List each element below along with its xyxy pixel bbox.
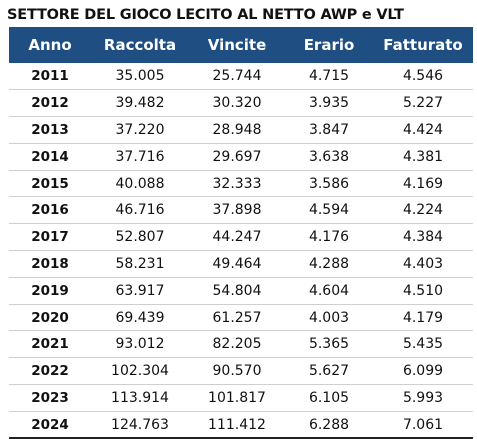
table-row: 2015 40.088 32.333 3.586 4.169 bbox=[9, 170, 473, 198]
erario-cell: 3.586 bbox=[285, 170, 373, 198]
raccolta-cell: 52.807 bbox=[91, 223, 189, 252]
column-header-fatturato: Fatturato bbox=[383, 36, 463, 54]
raccolta-cell: 40.088 bbox=[91, 170, 189, 198]
table-row: 2022 102.304 90.570 5.627 6.099 bbox=[9, 357, 473, 386]
year-cell: 2012 bbox=[9, 89, 91, 118]
erario-cell: 4.288 bbox=[285, 250, 373, 278]
year-cell: 2015 bbox=[9, 170, 91, 198]
raccolta-cell: 69.439 bbox=[91, 304, 189, 332]
vincite-cell: 49.464 bbox=[189, 250, 285, 278]
table-row: 2013 37.220 28.948 3.847 4.424 bbox=[9, 116, 473, 144]
table-row: 2019 63.917 54.804 4.604 4.510 bbox=[9, 277, 473, 305]
vincite-cell: 101.817 bbox=[189, 384, 285, 412]
vincite-cell: 61.257 bbox=[189, 304, 285, 332]
erario-cell: 6.105 bbox=[285, 384, 373, 412]
erario-cell: 4.715 bbox=[285, 63, 373, 91]
erario-cell: 3.638 bbox=[285, 143, 373, 171]
raccolta-cell: 39.482 bbox=[91, 89, 189, 118]
table-row: 2017 52.807 44.247 4.176 4.384 bbox=[9, 223, 473, 252]
raccolta-cell: 93.012 bbox=[91, 330, 189, 359]
year-cell: 2023 bbox=[9, 384, 91, 412]
fatturato-cell: 4.381 bbox=[373, 143, 473, 171]
erario-cell: 6.288 bbox=[285, 411, 373, 439]
raccolta-cell: 37.716 bbox=[91, 143, 189, 171]
fatturato-cell: 4.424 bbox=[373, 116, 473, 144]
erario-cell: 5.627 bbox=[285, 357, 373, 386]
fatturato-cell: 4.546 bbox=[373, 63, 473, 91]
raccolta-cell: 102.304 bbox=[91, 357, 189, 386]
erario-cell: 4.176 bbox=[285, 223, 373, 252]
erario-cell: 3.847 bbox=[285, 116, 373, 144]
raccolta-cell: 124.763 bbox=[91, 411, 189, 439]
erario-cell: 4.594 bbox=[285, 196, 373, 225]
year-cell: 2014 bbox=[9, 143, 91, 171]
table-row: 2024 124.763 111.412 6.288 7.061 bbox=[9, 411, 473, 439]
vincite-cell: 54.804 bbox=[189, 277, 285, 305]
fatturato-cell: 4.224 bbox=[373, 196, 473, 225]
data-table: Anno Raccolta Vincite Erario Fatturato 2… bbox=[9, 27, 473, 439]
fatturato-cell: 4.179 bbox=[373, 304, 473, 332]
fatturato-cell: 5.993 bbox=[373, 384, 473, 412]
table-row: 2021 93.012 82.205 5.365 5.435 bbox=[9, 330, 473, 359]
fatturato-cell: 4.384 bbox=[373, 223, 473, 252]
fatturato-cell: 4.403 bbox=[373, 250, 473, 278]
table-row: 2012 39.482 30.320 3.935 5.227 bbox=[9, 89, 473, 118]
column-header-vincite: Vincite bbox=[207, 36, 267, 54]
fatturato-cell: 4.510 bbox=[373, 277, 473, 305]
table-row: 2018 58.231 49.464 4.288 4.403 bbox=[9, 250, 473, 278]
year-cell: 2018 bbox=[9, 250, 91, 278]
year-cell: 2013 bbox=[9, 116, 91, 144]
fatturato-cell: 4.169 bbox=[373, 170, 473, 198]
year-cell: 2020 bbox=[9, 304, 91, 332]
table-row: 2023 113.914 101.817 6.105 5.993 bbox=[9, 384, 473, 412]
vincite-cell: 37.898 bbox=[189, 196, 285, 225]
table-title: SETTORE DEL GIOCO LECITO AL NETTO AWP e … bbox=[7, 7, 404, 23]
table-row: 2011 35.005 25.744 4.715 4.546 bbox=[9, 63, 473, 91]
table-row: 2014 37.716 29.697 3.638 4.381 bbox=[9, 143, 473, 171]
raccolta-cell: 63.917 bbox=[91, 277, 189, 305]
erario-cell: 5.365 bbox=[285, 330, 373, 359]
vincite-cell: 25.744 bbox=[189, 63, 285, 91]
fatturato-cell: 5.227 bbox=[373, 89, 473, 118]
raccolta-cell: 46.716 bbox=[91, 196, 189, 225]
year-cell: 2016 bbox=[9, 196, 91, 225]
raccolta-cell: 37.220 bbox=[91, 116, 189, 144]
vincite-cell: 30.320 bbox=[189, 89, 285, 118]
erario-cell: 4.003 bbox=[285, 304, 373, 332]
vincite-cell: 29.697 bbox=[189, 143, 285, 171]
column-header-raccolta: Raccolta bbox=[103, 36, 177, 54]
year-cell: 2017 bbox=[9, 223, 91, 252]
raccolta-cell: 35.005 bbox=[91, 63, 189, 91]
raccolta-cell: 113.914 bbox=[91, 384, 189, 412]
year-cell: 2022 bbox=[9, 357, 91, 386]
erario-cell: 3.935 bbox=[285, 89, 373, 118]
column-header-erario: Erario bbox=[303, 36, 355, 54]
vincite-cell: 32.333 bbox=[189, 170, 285, 198]
year-cell: 2021 bbox=[9, 330, 91, 359]
year-cell: 2011 bbox=[9, 63, 91, 91]
vincite-cell: 111.412 bbox=[189, 411, 285, 439]
fatturato-cell: 5.435 bbox=[373, 330, 473, 359]
year-cell: 2019 bbox=[9, 277, 91, 305]
header-row: Anno Raccolta Vincite Erario Fatturato bbox=[9, 27, 473, 63]
vincite-cell: 82.205 bbox=[189, 330, 285, 359]
vincite-cell: 44.247 bbox=[189, 223, 285, 252]
raccolta-cell: 58.231 bbox=[91, 250, 189, 278]
fatturato-cell: 7.061 bbox=[373, 411, 473, 439]
year-cell: 2024 bbox=[9, 411, 91, 439]
vincite-cell: 90.570 bbox=[189, 357, 285, 386]
vincite-cell: 28.948 bbox=[189, 116, 285, 144]
column-header-anno: Anno bbox=[28, 36, 72, 54]
table-row: 2020 69.439 61.257 4.003 4.179 bbox=[9, 304, 473, 332]
erario-cell: 4.604 bbox=[285, 277, 373, 305]
table-row: 2016 46.716 37.898 4.594 4.224 bbox=[9, 196, 473, 225]
fatturato-cell: 6.099 bbox=[373, 357, 473, 386]
